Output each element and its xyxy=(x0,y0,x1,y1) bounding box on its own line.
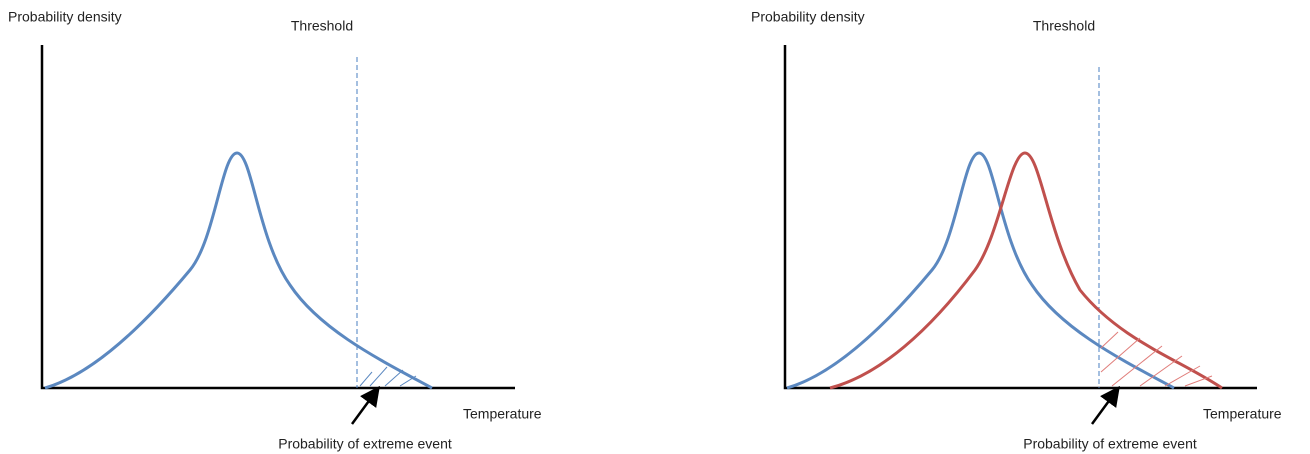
threshold-label: Threshold xyxy=(1033,18,1095,34)
panel-right: Probability density Threshold Temperatur… xyxy=(751,9,1282,452)
arrow xyxy=(1090,385,1120,425)
y-axis-label: Probability density xyxy=(751,9,865,25)
distribution-curve xyxy=(786,151,1175,390)
threshold-label: Threshold xyxy=(291,18,353,34)
annotation: Probability of extreme event xyxy=(278,436,452,452)
hatch xyxy=(359,366,417,387)
x-axis-label: Temperature xyxy=(1203,406,1282,422)
axes xyxy=(40,45,515,390)
arrow xyxy=(350,385,380,425)
distribution-curve xyxy=(44,151,433,390)
annotation: Probability of extreme event xyxy=(1023,436,1197,452)
x-axis-label: Temperature xyxy=(463,406,542,422)
y-axis-label: Probability density xyxy=(8,9,122,25)
shifted-distribution-curve xyxy=(829,151,1223,390)
hatch xyxy=(1100,331,1213,387)
axes xyxy=(783,45,1257,390)
panel-left: Probability density Threshold Temperatur… xyxy=(8,9,542,452)
